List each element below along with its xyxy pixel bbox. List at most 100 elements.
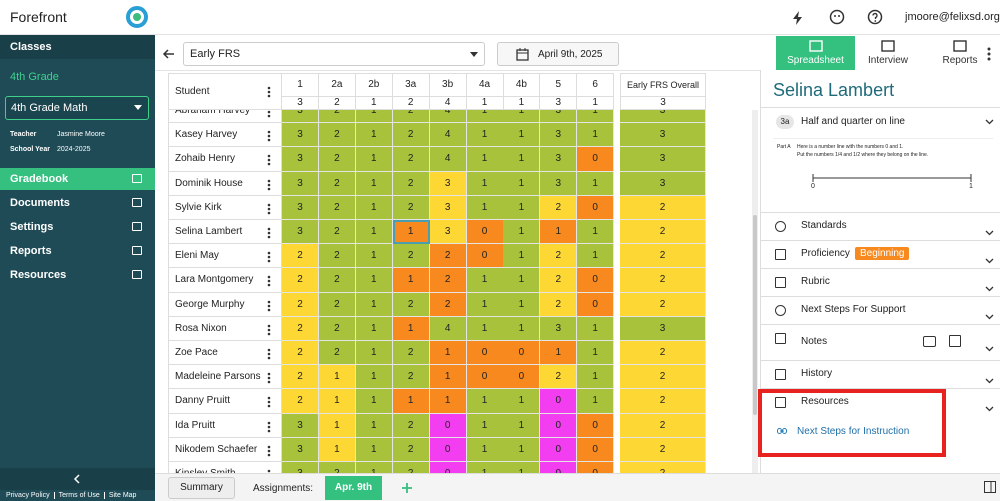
score-cell[interactable]: 2 [429,292,467,317]
score-cell[interactable]: 1 [466,110,504,124]
score-cell[interactable]: 2 [282,389,319,414]
score-cell[interactable]: 2 [318,462,356,473]
overall-cell[interactable]: 2 [620,437,706,462]
score-cell[interactable]: 3 [282,110,319,124]
view-tab[interactable]: Interview [856,36,920,70]
score-cell[interactable]: 1 [466,462,504,473]
student-name[interactable]: Dominik House [168,171,282,196]
score-cell[interactable]: 1 [429,365,467,390]
row-menu[interactable] [267,444,271,457]
score-cell[interactable]: 1 [466,268,504,293]
student-name[interactable]: Kinsley Smith [168,462,282,473]
row-menu[interactable] [267,129,271,142]
score-cell[interactable]: 3 [429,220,467,245]
score-cell[interactable]: 0 [466,365,504,390]
expand-chevron[interactable] [985,371,994,384]
score-cell[interactable]: 1 [503,316,541,341]
section-title[interactable]: Resources [801,396,849,407]
score-cell[interactable]: 1 [429,341,467,366]
student-name[interactable]: Lara Montgomery [168,268,282,293]
score-cell[interactable]: 1 [318,365,356,390]
score-cell[interactable]: 1 [503,110,541,124]
student-name[interactable]: Rosa Nixon [168,316,282,341]
score-cell[interactable]: 3 [282,462,319,473]
score-cell[interactable]: 2 [318,292,356,317]
score-cell[interactable]: 3 [282,147,319,172]
score-cell[interactable]: 1 [577,341,615,366]
student-name[interactable]: Ida Pruitt [168,413,282,438]
nav-item[interactable]: Gradebook [10,173,69,185]
score-cell[interactable]: 1 [540,220,578,245]
score-cell[interactable]: 2 [318,220,356,245]
score-cell[interactable]: 0 [540,413,578,438]
score-cell[interactable]: 0 [429,437,467,462]
score-cell[interactable]: 0 [540,389,578,414]
row-menu[interactable] [267,468,271,473]
score-cell[interactable]: 4 [429,110,467,124]
score-cell[interactable]: 1 [355,413,393,438]
score-cell[interactable]: 1 [355,389,393,414]
score-cell[interactable]: 1 [392,389,430,414]
score-cell[interactable]: 1 [503,244,541,269]
overall-cell[interactable]: 3 [620,123,706,148]
section-title[interactable]: History [801,368,833,379]
score-cell[interactable]: 2 [318,268,356,293]
overall-cell[interactable]: 2 [620,389,706,414]
score-cell[interactable]: 3 [540,110,578,124]
score-cell[interactable]: 3 [282,195,319,220]
score-cell[interactable]: 1 [466,123,504,148]
row-menu[interactable] [267,395,271,408]
add-assignment[interactable] [401,482,413,494]
score-cell[interactable]: 1 [355,244,393,269]
score-cell[interactable]: 2 [282,365,319,390]
row-menu[interactable] [267,153,271,166]
score-cell[interactable]: 1 [466,171,504,196]
footer-link[interactable]: Terms of Use [53,492,100,499]
student-name[interactable]: Madeleine Parsons [168,365,282,390]
score-cell[interactable]: 0 [577,195,615,220]
score-cell[interactable]: 0 [466,244,504,269]
score-cell[interactable]: 2 [318,341,356,366]
face-icon[interactable] [829,9,845,25]
score-cell[interactable]: 1 [577,171,615,196]
score-cell[interactable]: 1 [466,316,504,341]
score-cell[interactable]: 2 [282,292,319,317]
score-cell[interactable]: 2 [282,316,319,341]
view-tab[interactable]: Spreadsheet [776,36,855,70]
overall-cell[interactable]: 3 [620,171,706,196]
expand-chevron[interactable] [985,307,994,320]
row-menu[interactable] [267,323,271,336]
section-title[interactable]: Next Steps For Support [801,304,906,315]
back-button[interactable] [162,47,176,61]
add-note-icon[interactable] [949,335,961,347]
nav-item[interactable]: Documents [10,197,70,209]
score-cell[interactable]: 2 [540,244,578,269]
overall-cell[interactable]: 3 [620,147,706,172]
footer-link[interactable]: Privacy Policy [6,492,50,499]
score-cell[interactable]: 0 [429,462,467,473]
score-cell[interactable]: 2 [282,268,319,293]
score-cell[interactable]: 1 [355,147,393,172]
expand-chevron[interactable] [985,251,994,264]
student-name[interactable]: Nikodem Schaefer [168,437,282,462]
score-cell[interactable]: 2 [392,244,430,269]
score-cell[interactable]: 3 [282,123,319,148]
date-button[interactable]: April 9th, 2025 [497,42,619,66]
overall-cell[interactable]: 2 [620,268,706,293]
overall-cell[interactable]: 2 [620,244,706,269]
add-photo-icon[interactable] [923,336,936,347]
more-menu[interactable] [986,46,992,62]
score-cell[interactable]: 1 [466,437,504,462]
student-name[interactable]: George Murphy [168,292,282,317]
score-cell[interactable]: 1 [355,462,393,473]
score-cell[interactable]: 1 [355,123,393,148]
score-cell[interactable]: 1 [355,110,393,124]
score-cell[interactable]: 1 [503,268,541,293]
student-name[interactable]: Selina Lambert [168,220,282,245]
score-cell[interactable]: 3 [282,171,319,196]
row-menu[interactable] [267,274,271,287]
footer-link[interactable]: Site Map [103,492,136,499]
score-cell[interactable]: 2 [392,437,430,462]
score-cell[interactable]: 0 [429,413,467,438]
score-cell[interactable]: 2 [392,292,430,317]
